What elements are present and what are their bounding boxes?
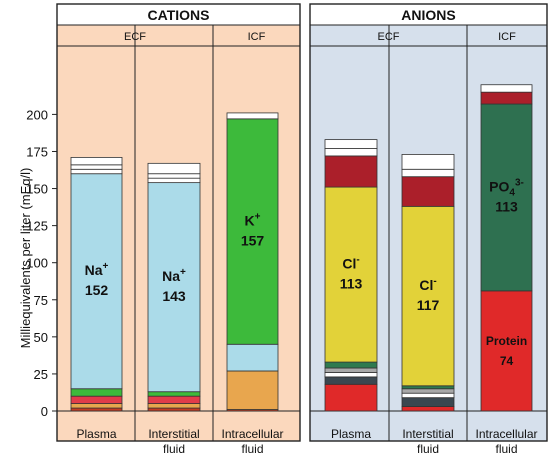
bar-segment: [401, 392, 455, 399]
bar-segment: [147, 391, 201, 397]
segment-value-label: 74: [500, 354, 514, 368]
bar-segment: [401, 385, 455, 390]
bar-segment: [480, 91, 533, 105]
group-label-icf: ICF: [498, 31, 516, 43]
y-tick-label-0: 0: [41, 404, 48, 419]
bar-segment: [147, 182, 201, 393]
segment-value-label: 152: [85, 282, 109, 298]
bar-segment: [324, 367, 378, 373]
bar-1: Cl- 117: [401, 154, 455, 412]
segment-ion-label: Cl-: [342, 255, 359, 272]
segment-ion-label: Cl-: [419, 276, 436, 293]
bar-segment: [70, 168, 123, 175]
category-label: Interstitial fluid: [148, 427, 199, 456]
segment-value-label: 157: [241, 233, 265, 249]
y-tick-label-7: 175: [26, 144, 48, 159]
bar-segment: [401, 168, 455, 178]
panel-border: [56, 3, 301, 442]
bar-segment: [147, 177, 201, 184]
bar-segment: [324, 376, 378, 385]
group-label-ecf: ECF: [124, 31, 146, 43]
segment-ion-label: K+: [245, 212, 261, 229]
segment-ion-label: Na+: [162, 267, 186, 284]
bar-segment: [147, 162, 201, 175]
panel-title: ANIONS: [401, 7, 455, 23]
segment-ion-label: Na+: [85, 261, 109, 278]
bar-segment: [480, 103, 533, 292]
bar-segment: [70, 395, 123, 404]
bar-segment: [147, 407, 201, 412]
bar-1: Na+ 143: [147, 162, 201, 412]
bar-segment: [70, 173, 123, 390]
bar-segment: [401, 154, 455, 170]
category-label: Plasma: [331, 427, 371, 441]
bar-segment: [324, 155, 378, 188]
category-label: Intracellular fluid: [221, 427, 283, 456]
segment-value-label: 113: [340, 276, 363, 292]
bar-segment: [147, 395, 201, 404]
panel-title-band: [310, 4, 547, 25]
bar-segment: [226, 118, 279, 345]
bar-segment: [401, 176, 455, 207]
y-tick-label-2: 50: [34, 330, 48, 345]
panel-border: [309, 3, 548, 442]
bar-segment: [147, 403, 201, 409]
bar-0: Na+ 152: [70, 157, 123, 412]
panel-title-band: [57, 4, 300, 25]
bar-segment: [401, 406, 455, 412]
y-tick-label-6: 150: [26, 182, 48, 197]
bar-segment: [480, 84, 533, 93]
segment-ion-label: Protein: [486, 334, 527, 348]
panel-title: CATIONS: [148, 7, 210, 23]
bar-segment: [324, 186, 378, 363]
y-axis: 0 25 50 75 100 125 150 175 200: [26, 107, 57, 419]
bar-segment: [70, 407, 123, 412]
bar-segment: [70, 403, 123, 409]
y-axis-label: Milliequivalents per liter (mEq/l): [18, 168, 33, 349]
segment-value-label: 143: [162, 288, 186, 304]
bar-segment: [480, 290, 533, 412]
bar-0: Cl- 113: [324, 139, 378, 412]
y-tick-label-4: 100: [26, 256, 48, 271]
bar-segment: [324, 148, 378, 157]
bar-segment: [401, 205, 455, 387]
bar-segment: [226, 112, 279, 120]
group-label-ecf: ECF: [378, 31, 400, 43]
bar-segment: [147, 173, 201, 179]
y-tick-label-5: 125: [26, 219, 48, 234]
category-label: Interstitial fluid: [402, 427, 453, 456]
bar-segment: [70, 157, 123, 166]
bar-segment: [324, 372, 378, 378]
bar-segment: [70, 164, 123, 170]
category-label: Plasma: [76, 427, 116, 441]
segment-value-label: 113: [495, 198, 518, 214]
bar-2: K+ 157: [226, 112, 279, 412]
segment-ion-label: PO43-: [489, 177, 524, 198]
bar-segment: [401, 397, 455, 407]
bar-segment: [226, 343, 279, 372]
bar-segment: [324, 361, 378, 369]
bar-segment: [324, 383, 378, 412]
bar-segment: [401, 388, 455, 394]
y-tick-label-3: 75: [34, 293, 48, 308]
y-tick-label-1: 25: [34, 367, 48, 382]
segment-value-label: 117: [417, 297, 440, 313]
bar-segment: [324, 139, 378, 149]
category-label: Intracellular fluid: [475, 427, 537, 456]
bar-segment: [226, 370, 279, 410]
bar-2: Protein 74 PO43-113: [480, 84, 533, 412]
bar-segment: [70, 388, 123, 397]
y-tick-label-8: 200: [26, 107, 48, 122]
group-label-icf: ICF: [248, 31, 266, 43]
